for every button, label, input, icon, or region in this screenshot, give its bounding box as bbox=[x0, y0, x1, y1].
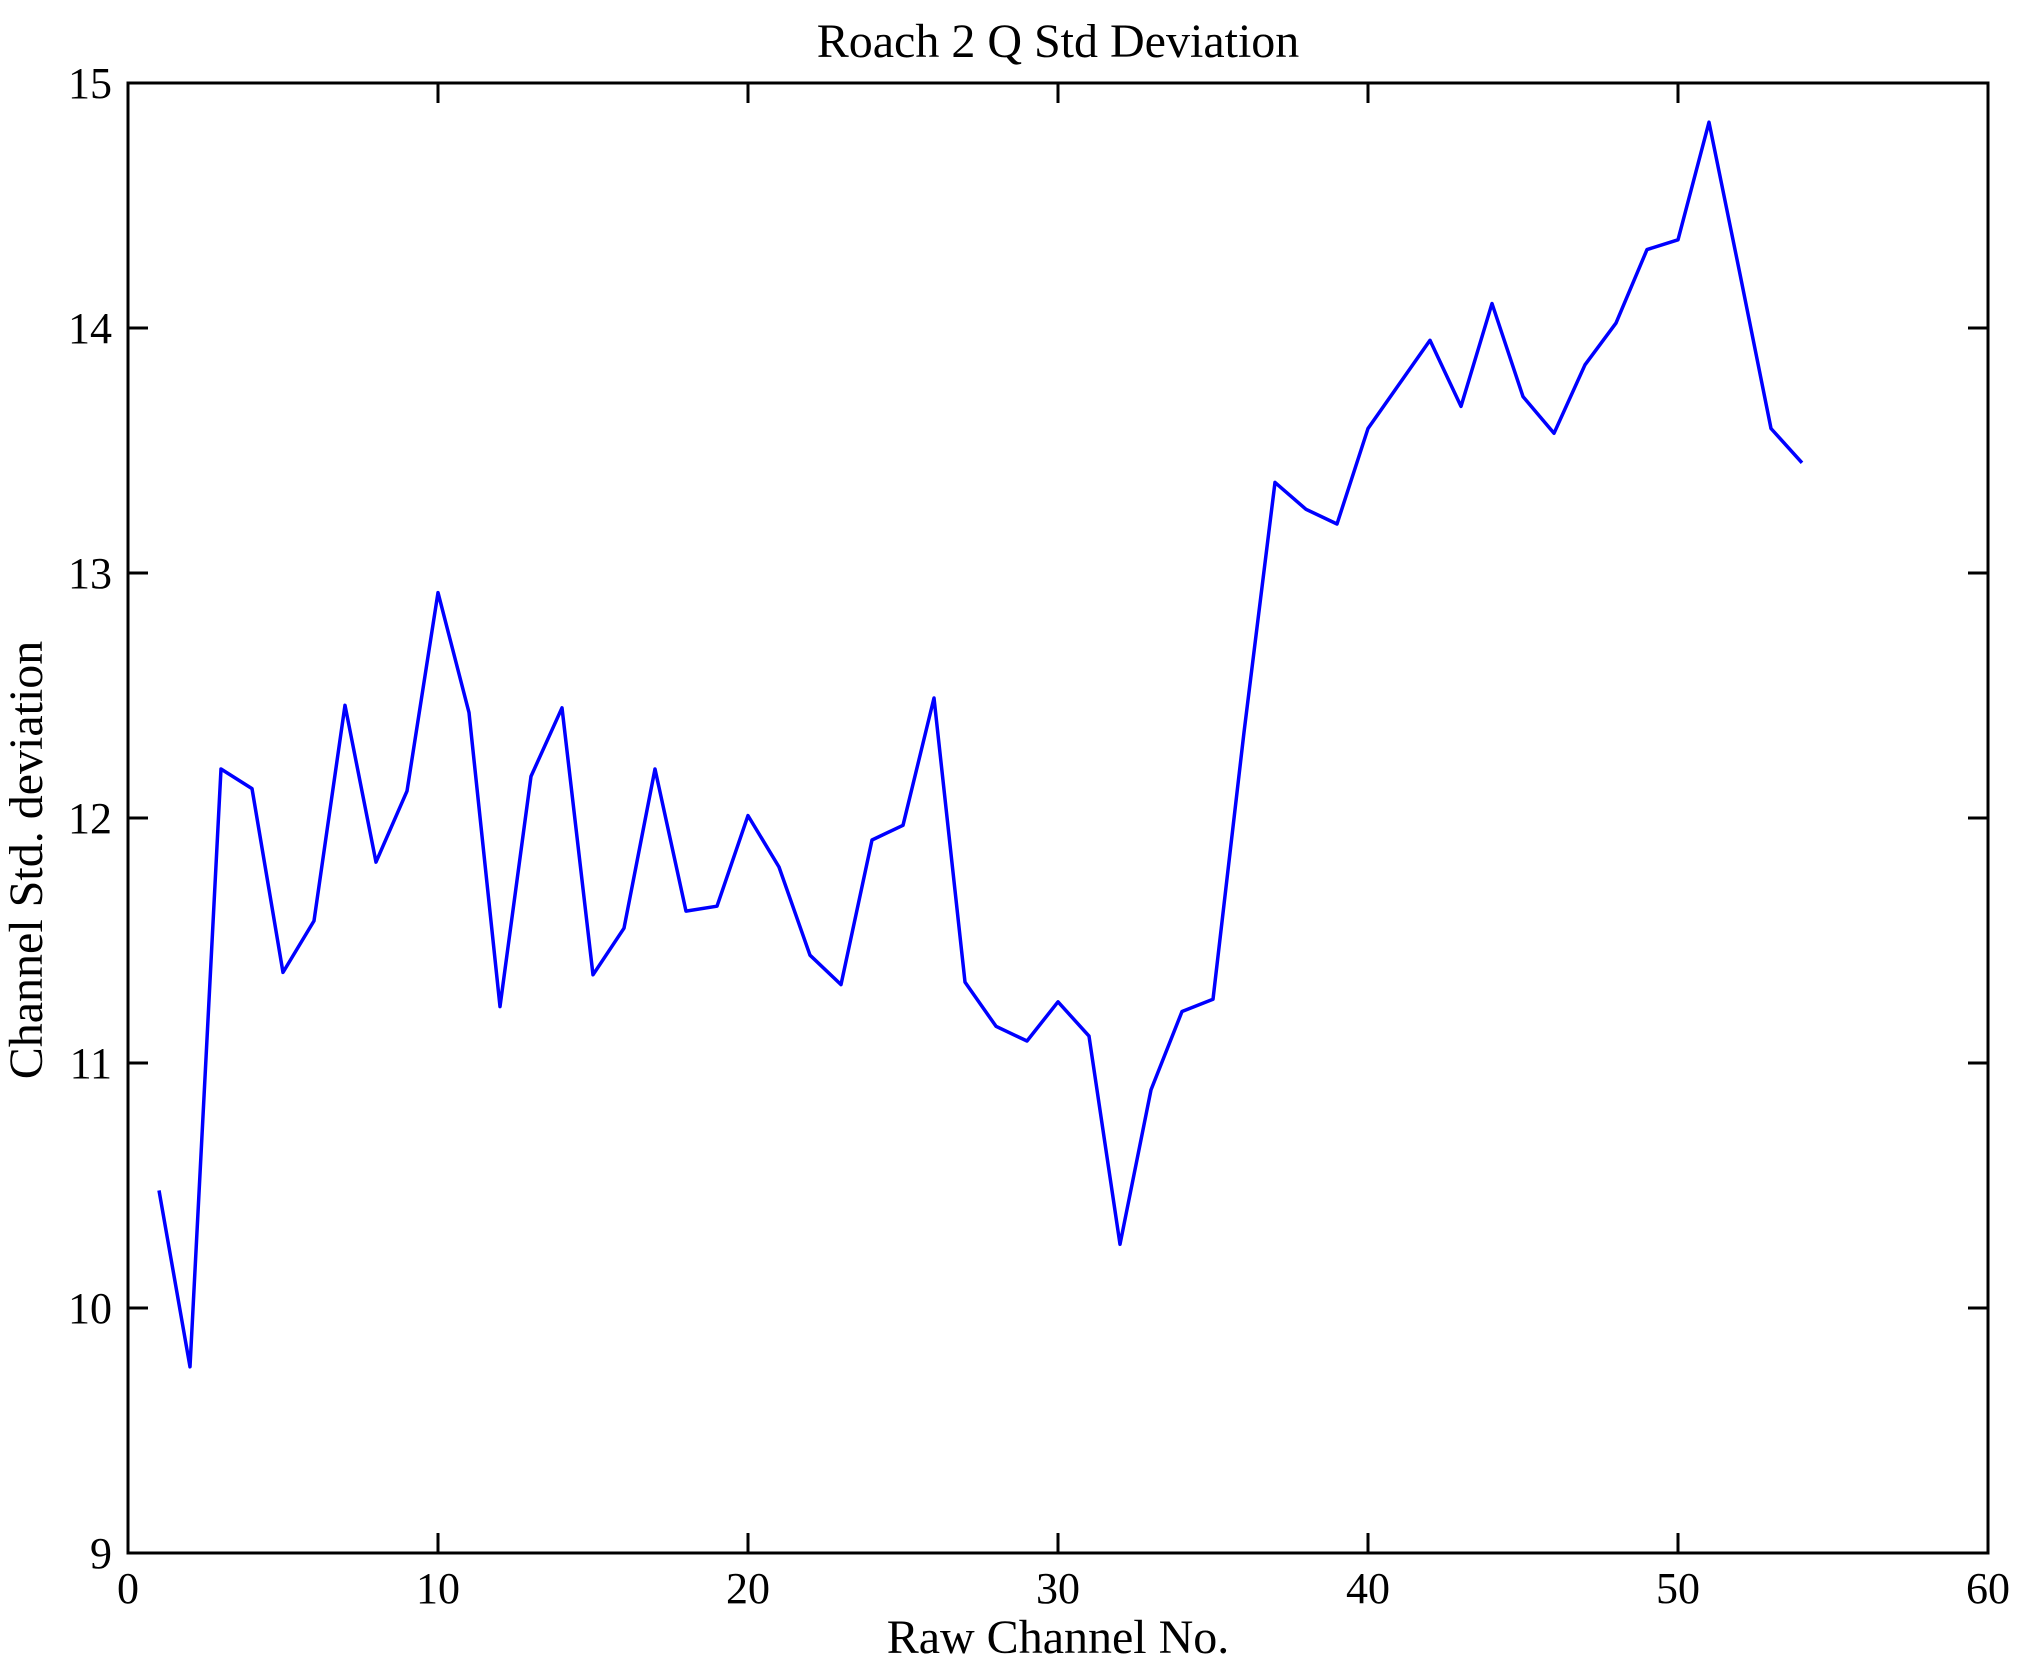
y-tick-labels: 9 10 11 12 13 14 15 bbox=[68, 59, 112, 1578]
chart-title: Roach 2 Q Std Deviation bbox=[817, 15, 1300, 68]
y-tick-label: 10 bbox=[68, 1284, 112, 1333]
y-tick-label: 11 bbox=[70, 1039, 112, 1088]
x-tick-label: 10 bbox=[416, 1564, 460, 1613]
x-tick-label: 20 bbox=[726, 1564, 770, 1613]
y-tick-label: 12 bbox=[68, 794, 112, 843]
plot-area-border bbox=[126, 81, 1990, 1555]
y-tick-label: 15 bbox=[68, 59, 112, 108]
x-axis-label: Raw Channel No. bbox=[887, 1611, 1230, 1664]
x-tick-label: 40 bbox=[1346, 1564, 1390, 1613]
data-series-line bbox=[157, 120, 1804, 1369]
y-tick-label: 14 bbox=[68, 304, 112, 353]
y-axis-label: Channel Std. deviation bbox=[0, 641, 53, 1080]
x-tick-label: 30 bbox=[1036, 1564, 1080, 1613]
x-tick-labels: 0 10 20 30 40 50 60 bbox=[117, 1564, 2010, 1613]
y-tick-label: 13 bbox=[68, 549, 112, 598]
x-tick-label: 50 bbox=[1656, 1564, 1700, 1613]
x-tick-label: 60 bbox=[1966, 1564, 2010, 1613]
axis-ticks bbox=[126, 81, 1990, 1555]
y-tick-label: 9 bbox=[90, 1529, 112, 1578]
x-tick-label: 0 bbox=[117, 1564, 139, 1613]
